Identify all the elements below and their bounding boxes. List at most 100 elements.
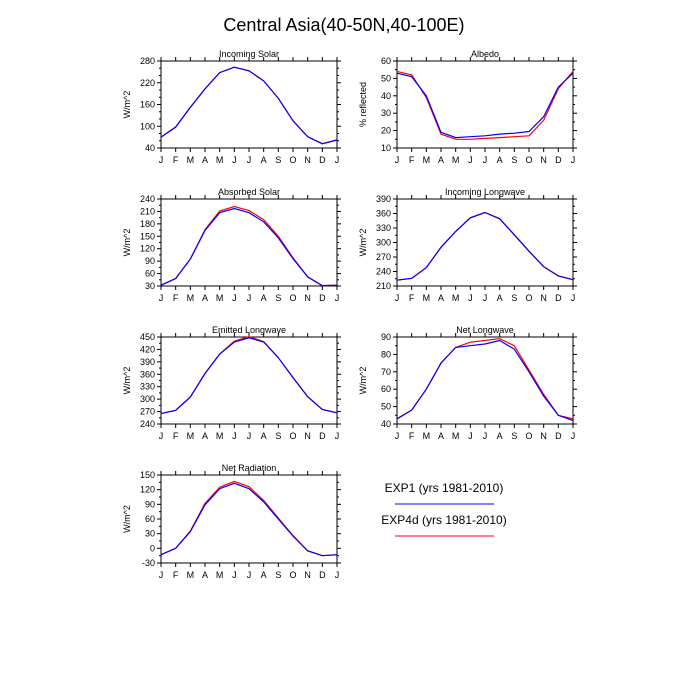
panel-6-xtick-label: D (319, 570, 326, 580)
panel-5-xtick-label: J (468, 431, 473, 441)
panel-6-xtick-label: J (247, 570, 252, 580)
panel-3-xtick-label: J (571, 293, 576, 303)
panel-0-ytick-label: 40 (145, 143, 155, 153)
panel-5-ytick-label: 80 (381, 349, 391, 359)
panel-5-xtick-label: F (409, 431, 415, 441)
panel-6-xtick-label: J (232, 570, 237, 580)
panel-6-ytick-label: 150 (140, 470, 155, 480)
panel-3-ytick-label: 210 (376, 281, 391, 291)
panel-5-ytick-label: 40 (381, 419, 391, 429)
panel-6-ytick-label: 120 (140, 485, 155, 495)
panel-1-ytick-label: 40 (381, 91, 391, 101)
panel-4-ytick-label: 240 (140, 419, 155, 429)
panel-4-xtick-label: F (173, 431, 179, 441)
panel-1-frame (396, 60, 574, 149)
panel-5-xtick-label: S (511, 431, 517, 441)
panel-2-ytick-label: 240 (140, 194, 155, 204)
panel-6-xtick-label: J (335, 570, 340, 580)
panel-2-frame (160, 198, 338, 287)
panel-0-xtick-label: M (187, 155, 195, 165)
panel-0-xtick-label: O (289, 155, 296, 165)
panel-5-ytick-label: 50 (381, 402, 391, 412)
panel-4-ytick-label: 360 (140, 369, 155, 379)
panel-6-xtick-label: N (304, 570, 311, 580)
panel-6-series-1-line (160, 482, 338, 557)
panel-5-xtick-label: O (525, 431, 532, 441)
panel-3-ytick-label: 270 (376, 252, 391, 262)
panel-3-xtick-label: A (497, 293, 503, 303)
panel-1-series-0-line (396, 70, 574, 140)
panel-0-series-1-line (160, 66, 338, 145)
panel-2-ytick-label: 150 (140, 231, 155, 241)
panel-2-xtick-label: J (232, 293, 237, 303)
panel-1-xtick-label: A (497, 155, 503, 165)
panel-0-xtick-label: A (261, 155, 267, 165)
panel-2-ylabel: W/m^2 (122, 229, 132, 257)
panel-0-xtick-label: N (304, 155, 311, 165)
panel-3-xtick-label: F (409, 293, 415, 303)
panel-4-ytick-label: 300 (140, 394, 155, 404)
panel-2-xtick-label: A (202, 293, 208, 303)
panel-5-ytick-label: 60 (381, 384, 391, 394)
panel-2-xtick-label: A (261, 293, 267, 303)
panel-0-frame (160, 60, 338, 149)
panel-0-xtick-label: F (173, 155, 179, 165)
panel-3-xtick-label: S (511, 293, 517, 303)
panel-1-ylabel: % reflected (358, 82, 368, 127)
panel-2-xtick-label: S (275, 293, 281, 303)
panel-1-xtick-label: O (525, 155, 532, 165)
panel-0-xtick-label: J (247, 155, 252, 165)
panel-2-xtick-label: M (187, 293, 195, 303)
panel-5-xtick-label: M (423, 431, 431, 441)
panel-4-ylabel: W/m^2 (122, 367, 132, 395)
panel-1-xtick-label: M (452, 155, 460, 165)
panel-1-xtick-label: J (571, 155, 576, 165)
figure-title: Central Asia(40-50N,40-100E) (223, 15, 464, 35)
panel-1-ytick-label: 60 (381, 56, 391, 66)
panel-1-series-1-line (396, 72, 574, 139)
panel-4-xtick-label: J (247, 431, 252, 441)
panel-4-xtick-label: N (304, 431, 311, 441)
panel-3-title: Incoming Longwave (445, 187, 525, 197)
legend: EXP1 (yrs 1981-2010) EXP4d (yrs 1981-201… (381, 481, 507, 537)
panel-6-ytick-label: 30 (145, 529, 155, 539)
panel-4-ytick-label: 420 (140, 344, 155, 354)
panel-4-xtick-label: O (289, 431, 296, 441)
panel-3-ytick-label: 360 (376, 209, 391, 219)
panel-6-xtick-label: M (187, 570, 195, 580)
panel-0-xtick-label: S (275, 155, 281, 165)
panel-4-ytick-label: 450 (140, 332, 155, 342)
panel-6-ytick-label: 60 (145, 514, 155, 524)
panel-4-xtick-label: D (319, 431, 326, 441)
panel-3-xtick-label: J (483, 293, 488, 303)
panel-emitted-longwave: Emitted Longwave W/m^2 240 270 300 330 360 390 4… (122, 325, 341, 441)
panel-5-ylabel: W/m^2 (358, 367, 368, 395)
panel-5-title: Net Longwave (456, 325, 514, 335)
panel-0-title: Incoming Solar (219, 49, 279, 59)
panel-2-xtick-label: N (304, 293, 311, 303)
panel-3-xtick-label: M (452, 293, 460, 303)
panel-0-ytick-label: 160 (140, 100, 155, 110)
panel-2-ytick-label: 180 (140, 219, 155, 229)
panel-3-xtick-label: A (438, 293, 444, 303)
panel-incoming-longwave: Incoming Longwave W/m^2 210 240 270 300 330 360… (358, 187, 577, 303)
panel-4-series-0-line (160, 335, 338, 415)
panel-3-xtick-label: D (555, 293, 562, 303)
panel-5-xtick-label: J (483, 431, 488, 441)
panel-1-ytick-label: 30 (381, 108, 391, 118)
panel-4-ytick-label: 330 (140, 382, 155, 392)
panel-6-ytick-label: 0 (150, 543, 155, 553)
panel-5-xtick-label: N (540, 431, 547, 441)
panel-2-ytick-label: 60 (145, 269, 155, 279)
panel-2-xtick-label: D (319, 293, 326, 303)
panel-5-xtick-label: D (555, 431, 562, 441)
panel-4-xtick-label: A (261, 431, 267, 441)
panel-1-xtick-label: S (511, 155, 517, 165)
panel-4-xtick-label: J (335, 431, 340, 441)
panel-4-frame (160, 336, 338, 425)
panel-2-xtick-label: J (247, 293, 252, 303)
panel-0-ytick-label: 220 (140, 78, 155, 88)
panel-3-series-1-line (396, 211, 574, 281)
panel-2-xtick-label: F (173, 293, 179, 303)
